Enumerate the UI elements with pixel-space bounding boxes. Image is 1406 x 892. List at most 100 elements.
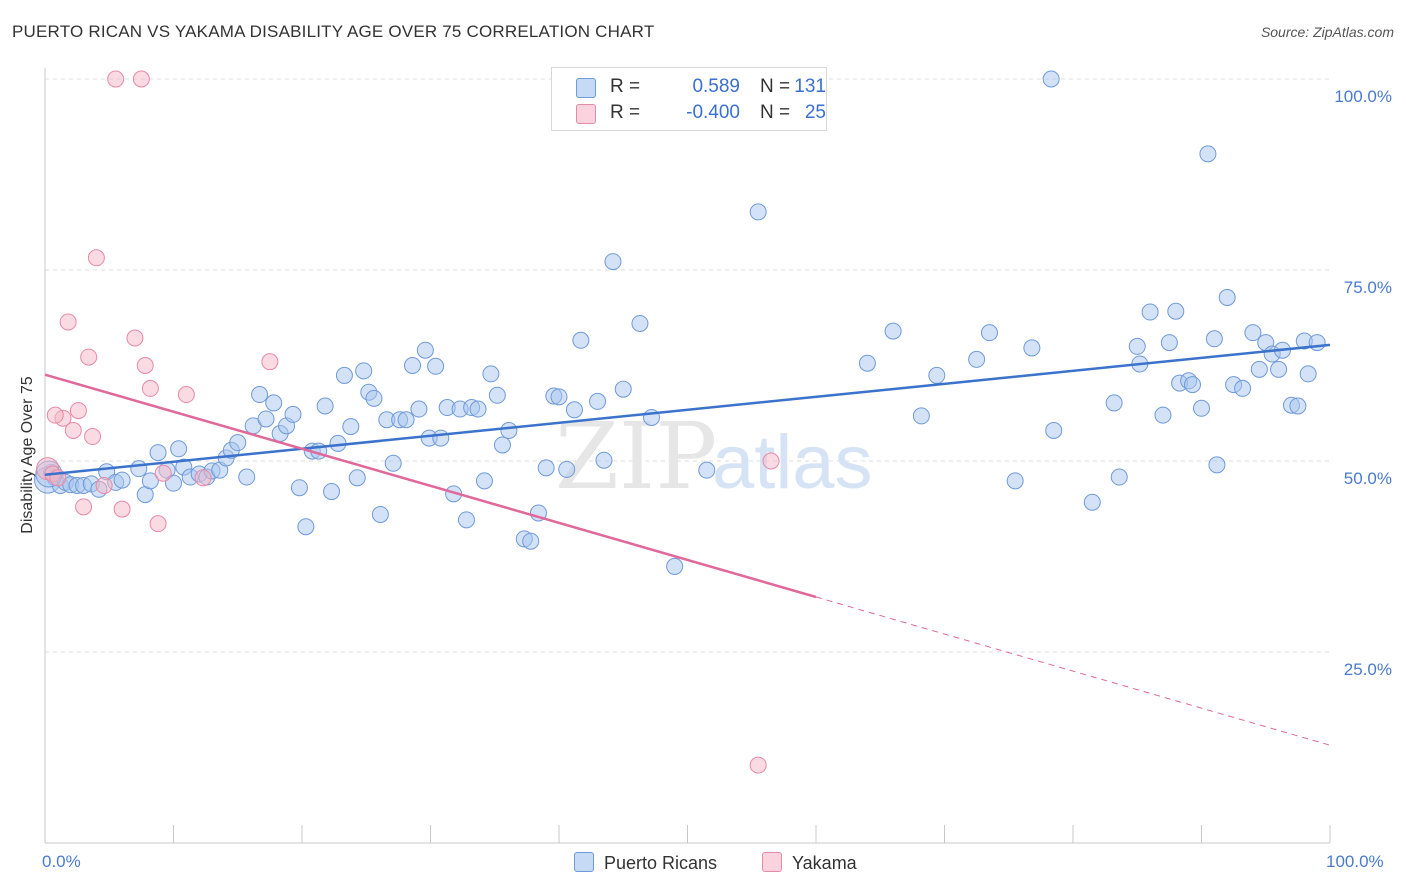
point-puerto-ricans [141, 472, 159, 490]
point-puerto-ricans [1208, 456, 1226, 474]
point-puerto-ricans [928, 366, 946, 384]
point-puerto-ricans [1289, 397, 1307, 415]
point-puerto-ricans [475, 472, 493, 490]
point-yakama [59, 313, 77, 331]
y-tick-75: 75.0% [1343, 278, 1392, 297]
point-puerto-ricans [1308, 334, 1326, 352]
point-puerto-ricans [1006, 472, 1024, 490]
point-puerto-ricans [410, 400, 428, 418]
point-puerto-ricans [1105, 394, 1123, 412]
point-puerto-ricans [297, 518, 315, 536]
point-puerto-ricans [238, 468, 256, 486]
point-puerto-ricans [348, 469, 366, 487]
point-puerto-ricans [257, 410, 275, 428]
bottom-legend-puerto-ricans: Puerto Ricans [574, 852, 717, 874]
point-puerto-ricans [884, 322, 902, 340]
point-yakama [149, 515, 167, 533]
point-yakama [75, 498, 93, 516]
bottom-legend-yakama: Yakama [762, 852, 857, 874]
point-yakama [80, 348, 98, 366]
legend-swatch-blue [576, 78, 596, 98]
watermark-atlas: atlas [712, 420, 873, 505]
bottom-legend-label: Yakama [792, 853, 857, 873]
legend-n-value: 25 [804, 102, 826, 123]
point-puerto-ricans [565, 401, 583, 419]
point-yakama [194, 469, 212, 487]
point-yakama [84, 428, 102, 446]
point-puerto-ricans [522, 532, 540, 550]
point-puerto-ricans [130, 460, 148, 478]
point-puerto-ricans [265, 394, 283, 412]
point-puerto-ricans [1110, 468, 1128, 486]
point-puerto-ricans [284, 405, 302, 423]
point-puerto-ricans [604, 253, 622, 271]
point-puerto-ricans [858, 354, 876, 372]
point-puerto-ricans [749, 203, 767, 221]
point-puerto-ricans [1083, 493, 1101, 511]
yakama-points [36, 70, 780, 774]
point-puerto-ricans [1160, 334, 1178, 352]
point-yakama [107, 70, 125, 88]
point-puerto-ricans [1193, 399, 1210, 417]
legend-n-label: N = [760, 76, 791, 97]
point-puerto-ricans [397, 411, 415, 429]
point-puerto-ricans [1042, 70, 1060, 88]
point-puerto-ricans [500, 421, 518, 439]
point-yakama [154, 464, 172, 482]
point-puerto-ricans [416, 341, 434, 359]
point-yakama [95, 476, 113, 494]
point-yakama [261, 353, 279, 371]
point-puerto-ricans [1154, 406, 1172, 424]
point-yakama [141, 379, 159, 397]
point-puerto-ricans [493, 436, 511, 454]
point-yakama [113, 500, 131, 518]
point-puerto-ricans [980, 324, 998, 342]
trend-line-yakama-extrapolated [815, 596, 1331, 746]
point-yakama [87, 249, 105, 267]
point-puerto-ricans [558, 460, 576, 478]
chart-title: PUERTO RICAN VS YAKAMA DISABILITY AGE OV… [12, 22, 655, 41]
point-puerto-ricans [149, 444, 167, 462]
point-yakama [762, 452, 780, 470]
legend-n-label: N = [760, 102, 791, 123]
point-puerto-ricans [595, 451, 613, 469]
point-puerto-ricans [1023, 339, 1041, 357]
axes [44, 68, 1331, 844]
point-puerto-ricans [666, 557, 684, 575]
bottom-legend-swatch-blue [574, 852, 594, 872]
watermark: ZIP atlas [555, 403, 873, 510]
point-puerto-ricans [1205, 330, 1223, 348]
point-puerto-ricans [537, 459, 555, 477]
x-tick-0: 0.0% [42, 852, 81, 871]
point-puerto-ricans [1184, 376, 1202, 394]
bottom-legend-label: Puerto Ricans [604, 853, 718, 873]
point-yakama [132, 70, 150, 88]
point-puerto-ricans [1141, 303, 1159, 321]
point-puerto-ricans [113, 471, 131, 489]
point-puerto-ricans [371, 505, 389, 523]
trend-line-yakama [44, 373, 817, 599]
trend-lines [44, 343, 1331, 746]
point-puerto-ricans [355, 362, 373, 380]
point-yakama [177, 386, 195, 404]
legend-swatch-pink [576, 104, 596, 124]
point-puerto-ricans [488, 386, 506, 404]
point-puerto-ricans [404, 357, 422, 374]
bottom-legend-swatch-pink [762, 852, 782, 872]
point-yakama [749, 756, 767, 774]
point-puerto-ricans [1167, 302, 1185, 320]
point-puerto-ricans [1299, 365, 1317, 383]
y-tick-25: 25.0% [1343, 660, 1392, 679]
point-puerto-ricans [1218, 289, 1236, 307]
legend-n-value: 131 [794, 76, 826, 97]
point-puerto-ricans [698, 461, 716, 479]
point-yakama [64, 421, 82, 439]
correlation-legend: R = 0.589 N = 131 R = -0.400 N = 25 [551, 67, 827, 131]
point-yakama [46, 406, 64, 424]
point-puerto-ricans [290, 479, 308, 497]
point-puerto-ricans [469, 400, 487, 418]
point-yakama [136, 357, 154, 374]
y-tick-100: 100.0% [1334, 87, 1392, 106]
point-puerto-ricans [323, 483, 341, 501]
